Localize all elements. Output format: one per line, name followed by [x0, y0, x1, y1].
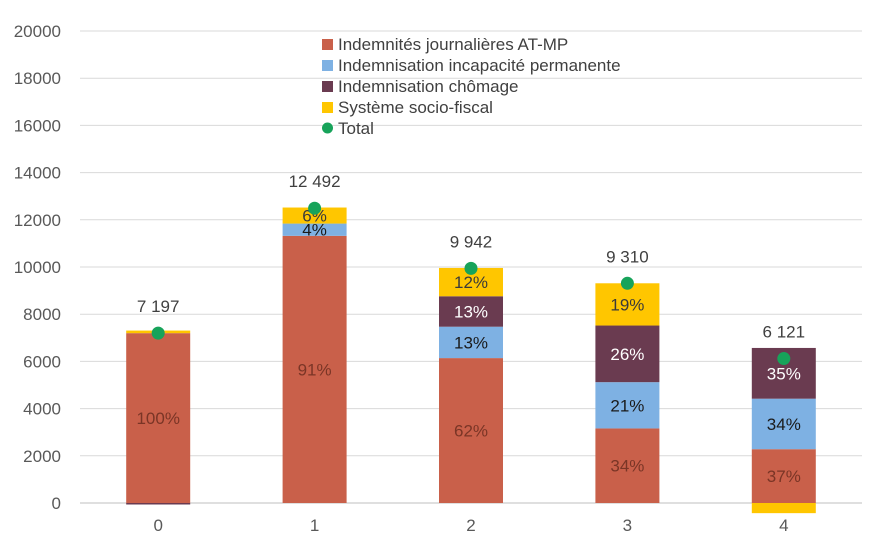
x-tick-label: 4: [779, 516, 788, 535]
total-value-label: 6 121: [763, 323, 806, 342]
bar-segment: [439, 326, 503, 359]
y-tick-label: 8000: [23, 305, 61, 324]
legend-swatch: [322, 39, 333, 50]
y-axis: 0 2000 4000 6000 8000 10000 12000 14000 16000 180…: [14, 22, 61, 513]
legend-label: Indemnisation incapacité permanente: [338, 56, 621, 75]
segment-percent-label: 34%: [610, 457, 644, 476]
segment-percent-label: 91%: [298, 360, 332, 379]
bar-segment: [126, 503, 191, 505]
bar-segment: [439, 358, 503, 503]
bar-segment: [439, 296, 503, 327]
total-marker: [151, 326, 165, 340]
y-tick-label: 0: [52, 494, 61, 513]
legend-swatch: [322, 60, 333, 71]
segment-percent-label: 37%: [767, 467, 801, 486]
bar-segment: [751, 398, 816, 450]
y-tick-label: 10000: [14, 258, 61, 277]
y-tick-label: 16000: [14, 116, 61, 135]
segment-percent-label: 12%: [454, 273, 488, 292]
total-marker: [620, 276, 634, 290]
bar-segment: [751, 449, 816, 503]
y-tick-label: 4000: [23, 400, 61, 419]
y-tick-label: 2000: [23, 447, 61, 466]
total-value-label: 9 942: [450, 232, 493, 251]
segment-percent-label: 26%: [610, 345, 644, 364]
legend-label: Indemnités journalières AT-MP: [338, 35, 568, 54]
bars: [126, 207, 816, 514]
y-tick-label: 12000: [14, 211, 61, 230]
segment-percent-label: 13%: [454, 333, 488, 352]
legend-marker: [322, 122, 333, 134]
bar-segment: [751, 503, 816, 514]
bar-segment: [595, 283, 660, 326]
bar-segment: [282, 235, 347, 503]
y-tick-label: 20000: [14, 22, 61, 41]
legend: Indemnités journalières AT-MP Indemnisati…: [322, 35, 621, 138]
y-tick-label: 18000: [14, 69, 61, 88]
x-tick-label: 1: [310, 516, 319, 535]
y-tick-label: 14000: [14, 164, 61, 183]
bar-segment: [595, 382, 660, 429]
x-tick-label: 3: [623, 516, 632, 535]
x-axis: 0 1 2 3 4: [153, 516, 788, 535]
legend-label: Indemnisation chômage: [338, 77, 519, 96]
segment-percent-label: 6%: [302, 207, 327, 226]
segment-percent-label: 21%: [610, 396, 644, 415]
segment-percent-label: 19%: [610, 295, 644, 314]
bar-segment: [282, 223, 347, 236]
segment-percent-label: 100%: [136, 409, 179, 428]
total-marker: [777, 352, 791, 366]
total-value-label: 9 310: [606, 247, 649, 266]
bar-segment: [595, 325, 660, 383]
x-tick-label: 0: [153, 516, 162, 535]
total-markers: 7 197 12 492 9 942 9 310 6 121: [137, 172, 806, 366]
total-marker: [464, 261, 478, 275]
total-value-label: 7 197: [137, 297, 180, 316]
segment-percent-label: 35%: [767, 364, 801, 383]
bar-segment: [595, 428, 660, 503]
legend-swatch: [322, 81, 333, 92]
segment-labels: 100% 91% 4%6% 62% 13% 13% 12% 34% 21% 26% 19% 37% 34…: [136, 207, 800, 487]
total-marker: [308, 201, 322, 215]
legend-label: Total: [338, 119, 374, 138]
x-tick-label: 2: [466, 516, 475, 535]
bar-segment: [126, 333, 191, 503]
bar-segment: [282, 207, 347, 224]
segment-percent-label: 34%: [767, 415, 801, 434]
segment-percent-label: 13%: [454, 302, 488, 321]
segment-percent-label: 62%: [454, 422, 488, 441]
legend-label: Système socio-fiscal: [338, 98, 493, 117]
y-tick-label: 6000: [23, 352, 61, 371]
legend-swatch: [322, 102, 333, 113]
total-value-label: 12 492: [289, 172, 341, 191]
segment-percent-label: 4%: [302, 221, 327, 240]
